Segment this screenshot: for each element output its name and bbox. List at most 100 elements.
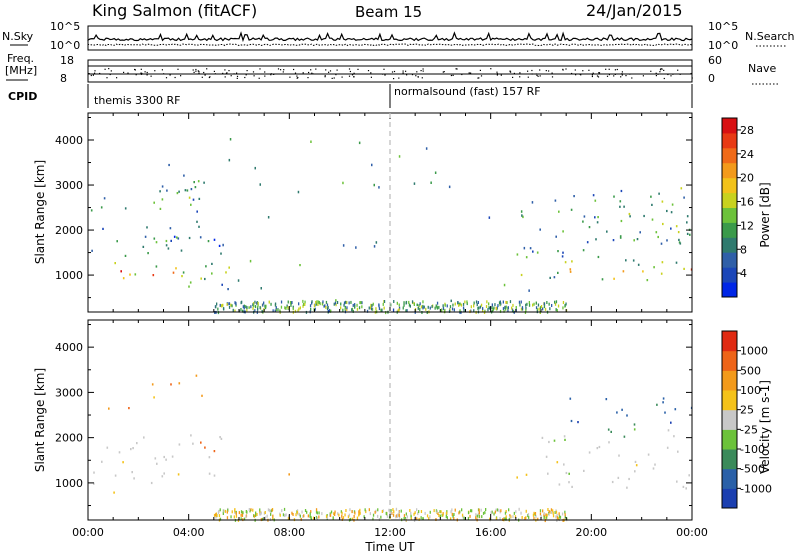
nave-point bbox=[580, 74, 582, 76]
power-cell bbox=[666, 239, 668, 242]
cpid-segment-1: themis 3300 RF bbox=[94, 94, 181, 107]
velocity-cell bbox=[381, 510, 383, 513]
velocity-cell bbox=[564, 510, 566, 514]
velocity-cell bbox=[353, 515, 355, 518]
power-cell bbox=[199, 236, 202, 239]
power-cell bbox=[505, 300, 507, 304]
velocity-cell bbox=[414, 511, 416, 515]
power-cell bbox=[436, 306, 439, 310]
velocity-cell bbox=[564, 515, 566, 519]
velocity-cell bbox=[470, 509, 472, 513]
velocity-cell bbox=[490, 511, 492, 515]
power-cell bbox=[323, 305, 325, 308]
colorbar-swatch bbox=[722, 350, 737, 371]
velocity-cell bbox=[255, 513, 257, 517]
velocity-cell bbox=[310, 517, 312, 521]
velocity-cell bbox=[435, 509, 438, 513]
velocity-cell bbox=[326, 516, 328, 520]
power-cell bbox=[221, 304, 223, 308]
power-cell bbox=[553, 276, 556, 279]
power-cell bbox=[180, 249, 183, 252]
power-cell bbox=[660, 272, 663, 275]
power-cell bbox=[383, 306, 385, 310]
velocity-cell bbox=[555, 510, 558, 514]
velocity-cell bbox=[540, 514, 542, 518]
power-cell bbox=[536, 308, 539, 312]
power-cell bbox=[489, 307, 491, 310]
nave-point bbox=[116, 77, 118, 79]
nave-point bbox=[616, 68, 618, 71]
nave-point bbox=[335, 74, 337, 76]
power-cell bbox=[554, 302, 557, 306]
power-cell bbox=[671, 203, 674, 206]
velocity-cell bbox=[634, 460, 637, 463]
power-cell bbox=[539, 306, 542, 310]
nave-point bbox=[496, 71, 498, 73]
nave-point bbox=[382, 73, 384, 75]
velocity-cell bbox=[475, 513, 477, 517]
colorbar-tick-label: 28 bbox=[740, 124, 754, 137]
velocity-cell bbox=[396, 514, 399, 518]
power-cell bbox=[248, 306, 250, 309]
power-cell bbox=[462, 302, 465, 306]
velocity-cell bbox=[215, 513, 217, 517]
power-cell bbox=[525, 256, 528, 259]
velocity-cell bbox=[108, 407, 110, 410]
nave-point bbox=[297, 77, 299, 79]
velocity-cell bbox=[561, 512, 564, 516]
velocity-cell bbox=[453, 513, 455, 516]
power-cell bbox=[370, 306, 372, 310]
colorbar-swatch bbox=[722, 390, 737, 411]
velocity-cell bbox=[395, 507, 398, 511]
velocity-cell bbox=[263, 511, 266, 515]
velocity-cell bbox=[279, 513, 281, 517]
velocity-cell bbox=[377, 514, 379, 518]
colorbar-tick-label: 20 bbox=[740, 172, 754, 185]
power-cell bbox=[613, 277, 615, 280]
power-cell bbox=[512, 303, 514, 307]
power-cell bbox=[554, 199, 557, 202]
nave-point bbox=[597, 76, 600, 78]
power-cell bbox=[225, 271, 227, 274]
nave-point bbox=[545, 70, 547, 72]
power-cell bbox=[211, 262, 213, 265]
nave-point bbox=[691, 77, 693, 79]
nave-point bbox=[620, 76, 622, 78]
power-cell bbox=[358, 141, 361, 145]
power-cell bbox=[284, 306, 286, 310]
nave-point bbox=[421, 77, 423, 79]
colorbar-swatch bbox=[722, 177, 737, 194]
velocity-cell bbox=[453, 517, 455, 521]
colorbar-tick-label: 12 bbox=[740, 219, 754, 232]
velocity-cell bbox=[177, 473, 180, 476]
power-cell bbox=[532, 250, 534, 253]
velocity-cell bbox=[459, 510, 461, 514]
power-cell bbox=[294, 309, 297, 313]
power-cell bbox=[555, 308, 557, 312]
power-cell bbox=[509, 300, 512, 304]
velocity-cell bbox=[605, 398, 608, 401]
colorbar-swatch bbox=[722, 331, 737, 352]
velocity-cell bbox=[374, 510, 376, 514]
power-cell bbox=[170, 239, 172, 242]
power-cell bbox=[485, 305, 488, 308]
power-cell bbox=[91, 249, 93, 252]
power-cell bbox=[507, 309, 509, 313]
velocity-cell bbox=[372, 517, 374, 521]
power-cell bbox=[398, 303, 400, 307]
velocity-cell bbox=[300, 517, 302, 521]
date-title: 24/Jan/2015 bbox=[586, 1, 683, 20]
velocity-cell bbox=[270, 509, 273, 513]
power-cell bbox=[340, 302, 342, 306]
velocity-cell bbox=[426, 514, 429, 518]
power-cell bbox=[360, 301, 362, 305]
power-cell bbox=[493, 306, 495, 310]
power-cell bbox=[232, 308, 234, 312]
velocity-cell bbox=[583, 469, 585, 472]
x-tick-label: 00:00 bbox=[72, 526, 104, 539]
velocity-cell bbox=[310, 510, 312, 514]
y-tick-label: 4000 bbox=[55, 341, 83, 354]
power-cell bbox=[666, 209, 668, 213]
nave-point bbox=[527, 76, 529, 78]
power-cell bbox=[450, 299, 452, 303]
